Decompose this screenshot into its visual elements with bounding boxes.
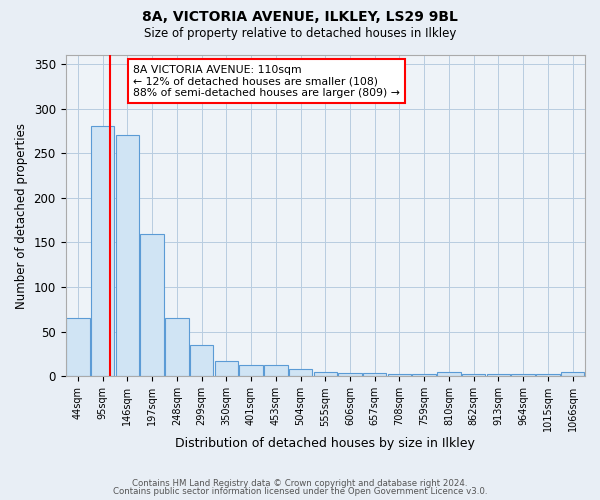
Text: 8A, VICTORIA AVENUE, ILKLEY, LS29 9BL: 8A, VICTORIA AVENUE, ILKLEY, LS29 9BL bbox=[142, 10, 458, 24]
Bar bbox=[190, 345, 214, 376]
Bar bbox=[165, 318, 188, 376]
Bar bbox=[437, 372, 461, 376]
Bar bbox=[215, 361, 238, 376]
Bar bbox=[338, 373, 362, 376]
Y-axis label: Number of detached properties: Number of detached properties bbox=[15, 122, 28, 308]
Text: Contains HM Land Registry data © Crown copyright and database right 2024.: Contains HM Land Registry data © Crown c… bbox=[132, 478, 468, 488]
Bar bbox=[140, 234, 164, 376]
X-axis label: Distribution of detached houses by size in Ilkley: Distribution of detached houses by size … bbox=[175, 437, 475, 450]
Text: Contains public sector information licensed under the Open Government Licence v3: Contains public sector information licen… bbox=[113, 487, 487, 496]
Bar bbox=[66, 318, 89, 376]
Bar bbox=[412, 374, 436, 376]
Bar bbox=[462, 374, 485, 376]
Bar bbox=[536, 374, 560, 376]
Bar bbox=[561, 372, 584, 376]
Text: Size of property relative to detached houses in Ilkley: Size of property relative to detached ho… bbox=[144, 28, 456, 40]
Bar bbox=[289, 369, 312, 376]
Bar bbox=[363, 373, 386, 376]
Bar bbox=[91, 126, 115, 376]
Bar bbox=[264, 364, 287, 376]
Bar bbox=[116, 136, 139, 376]
Text: 8A VICTORIA AVENUE: 110sqm
← 12% of detached houses are smaller (108)
88% of sem: 8A VICTORIA AVENUE: 110sqm ← 12% of deta… bbox=[133, 64, 400, 98]
Bar bbox=[314, 372, 337, 376]
Bar bbox=[239, 364, 263, 376]
Bar bbox=[388, 374, 411, 376]
Bar bbox=[487, 374, 510, 376]
Bar bbox=[511, 374, 535, 376]
